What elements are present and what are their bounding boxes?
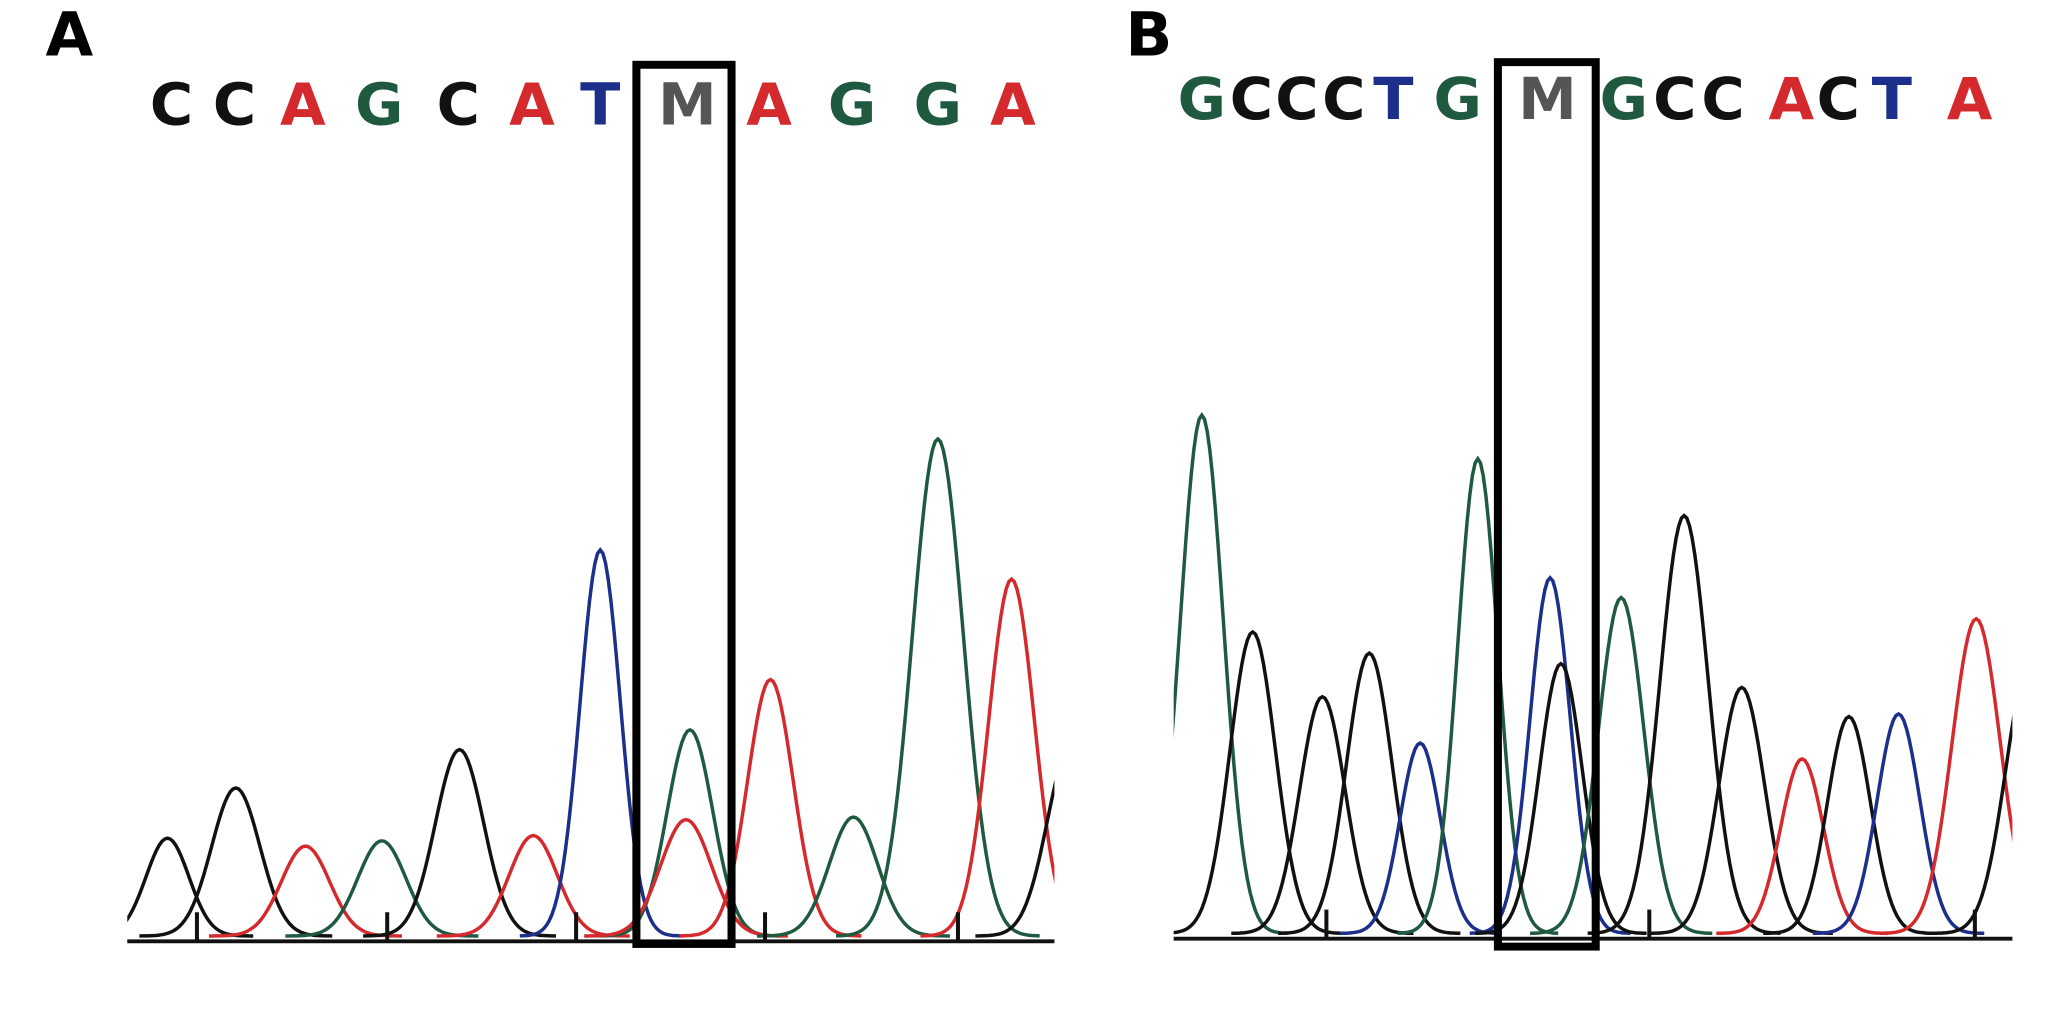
trace	[584, 817, 788, 938]
base-call: C	[1701, 65, 1744, 133]
trace	[1339, 740, 1501, 936]
base-call: C	[1653, 65, 1696, 133]
trace	[1397, 455, 1559, 935]
trace	[1173, 629, 1344, 935]
base-call: G	[1178, 65, 1226, 133]
trace	[679, 677, 862, 938]
trace	[519, 547, 681, 938]
base-call: G	[1600, 65, 1648, 133]
base-call: C	[437, 71, 480, 139]
panel-label: B	[1125, 0, 1172, 70]
trace	[975, 779, 1055, 938]
base-call: A	[509, 71, 555, 139]
trace	[436, 833, 630, 938]
base-call: C	[1817, 65, 1860, 133]
trace	[1278, 650, 1461, 935]
base-call: T	[1373, 65, 1413, 133]
trace	[139, 786, 333, 938]
trace	[363, 747, 557, 938]
base-call: G	[828, 71, 876, 139]
trace	[1716, 756, 1888, 936]
trace	[1879, 616, 2013, 935]
base-call: C	[1322, 65, 1365, 133]
panel-label: A	[46, 0, 94, 70]
base-call: A	[1947, 65, 1993, 133]
trace	[209, 844, 402, 938]
base-call: M	[1518, 65, 1577, 133]
trace	[1933, 714, 2013, 935]
base-call: G	[355, 71, 403, 139]
trace	[920, 576, 1055, 938]
base-call: C	[1230, 65, 1273, 133]
base-call: C	[1275, 65, 1318, 133]
base-call: G	[914, 71, 962, 139]
trace	[285, 839, 479, 938]
base-call: G	[1434, 65, 1482, 133]
trace	[1650, 685, 1833, 935]
base-call: T	[1872, 65, 1912, 133]
trace	[1530, 595, 1713, 935]
trace	[127, 836, 254, 938]
trace	[835, 436, 1040, 938]
base-call: A	[1769, 65, 1815, 133]
trace	[1812, 711, 1985, 935]
trace	[1231, 694, 1414, 935]
trace	[1587, 513, 1781, 935]
highlight-box	[632, 60, 736, 948]
base-call: A	[990, 71, 1036, 139]
trace	[756, 815, 950, 938]
base-call: A	[746, 71, 792, 139]
base-call: C	[213, 71, 256, 139]
base-call: T	[580, 71, 620, 139]
highlight-box	[1493, 58, 1600, 951]
trace	[1173, 411, 1288, 935]
base-call: C	[150, 71, 193, 139]
base-call: M	[658, 71, 717, 139]
base-call: A	[280, 71, 326, 139]
